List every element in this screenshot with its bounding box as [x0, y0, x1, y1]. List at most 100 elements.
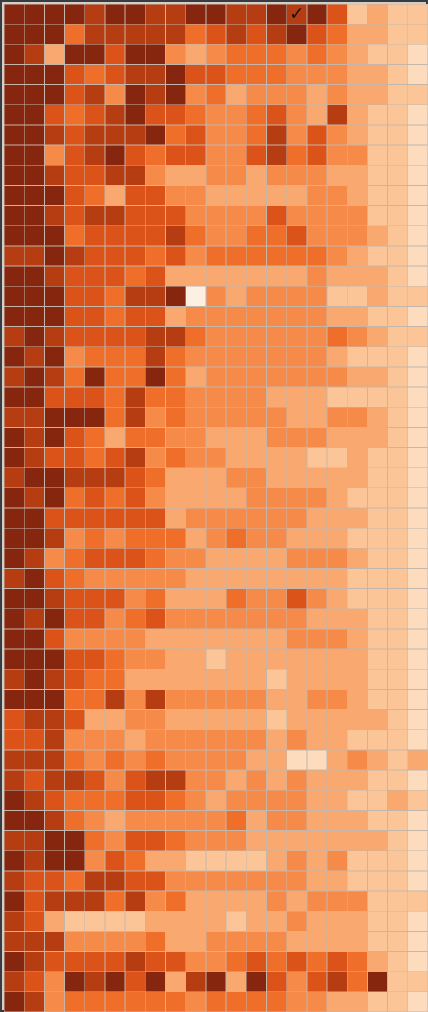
heatmap-cell-r0-c1[interactable]	[23, 4, 45, 25]
heatmap-cell-r2-c19[interactable]	[387, 43, 409, 65]
heatmap-cell-r24-c2[interactable]	[43, 487, 65, 509]
heatmap-cell-r46-c13[interactable]	[266, 930, 288, 952]
heatmap-cell-r26-c19[interactable]	[387, 527, 409, 549]
heatmap-cell-r19-c11[interactable]	[225, 386, 247, 408]
heatmap-cell-r26-c7[interactable]	[144, 527, 166, 549]
heatmap-cell-r44-c19[interactable]	[387, 890, 409, 912]
heatmap-cell-r31-c15[interactable]	[306, 628, 328, 650]
heatmap-cell-r18-c6[interactable]	[124, 366, 146, 388]
heatmap-cell-r49-c17[interactable]	[346, 991, 368, 1012]
heatmap-cell-r38-c15[interactable]	[306, 769, 328, 791]
heatmap-cell-r35-c14[interactable]	[286, 709, 308, 731]
heatmap-cell-r44-c10[interactable]	[205, 890, 227, 912]
heatmap-cell-r2-c20[interactable]	[407, 43, 428, 65]
heatmap-cell-r34-c0[interactable]	[4, 689, 25, 711]
heatmap-cell-r49-c4[interactable]	[84, 991, 106, 1012]
heatmap-cell-r26-c16[interactable]	[326, 527, 348, 549]
heatmap-cell-r30-c16[interactable]	[326, 608, 348, 630]
heatmap-cell-r22-c1[interactable]	[23, 447, 45, 469]
heatmap-cell-r10-c5[interactable]	[104, 205, 126, 227]
heatmap-cell-r48-c9[interactable]	[185, 971, 207, 993]
heatmap-cell-r28-c7[interactable]	[144, 568, 166, 590]
heatmap-cell-r26-c12[interactable]	[245, 527, 267, 549]
heatmap-cell-r39-c14[interactable]	[286, 789, 308, 811]
heatmap-cell-r6-c15[interactable]	[306, 124, 328, 146]
heatmap-cell-r45-c10[interactable]	[205, 910, 227, 932]
heatmap-cell-r15-c16[interactable]	[326, 305, 348, 327]
heatmap-cell-r22-c19[interactable]	[387, 447, 409, 469]
heatmap-cell-r13-c3[interactable]	[64, 265, 86, 287]
heatmap-cell-r13-c9[interactable]	[185, 265, 207, 287]
heatmap-cell-r22-c7[interactable]	[144, 447, 166, 469]
heatmap-cell-r21-c15[interactable]	[306, 426, 328, 448]
heatmap-cell-r5-c2[interactable]	[43, 104, 65, 126]
heatmap-cell-r28-c9[interactable]	[185, 568, 207, 590]
heatmap-cell-r3-c15[interactable]	[306, 64, 328, 86]
heatmap-cell-r47-c14[interactable]	[286, 951, 308, 973]
heatmap-cell-r12-c9[interactable]	[185, 245, 207, 267]
heatmap-cell-r20-c5[interactable]	[104, 406, 126, 428]
heatmap-cell-r48-c8[interactable]	[165, 971, 187, 993]
heatmap-cell-r5-c18[interactable]	[367, 104, 389, 126]
heatmap-cell-r9-c14[interactable]	[286, 185, 308, 207]
heatmap-cell-r10-c20[interactable]	[407, 205, 428, 227]
heatmap-cell-r29-c8[interactable]	[165, 588, 187, 610]
heatmap-cell-r31-c2[interactable]	[43, 628, 65, 650]
heatmap-cell-r3-c8[interactable]	[165, 64, 187, 86]
heatmap-cell-r48-c20[interactable]	[407, 971, 428, 993]
heatmap-cell-r30-c10[interactable]	[205, 608, 227, 630]
heatmap-cell-r12-c20[interactable]	[407, 245, 428, 267]
heatmap-cell-r1-c2[interactable]	[43, 23, 65, 45]
heatmap-cell-r48-c19[interactable]	[387, 971, 409, 993]
heatmap-cell-r4-c14[interactable]	[286, 84, 308, 106]
heatmap-cell-r45-c8[interactable]	[165, 910, 187, 932]
heatmap-cell-r9-c1[interactable]	[23, 185, 45, 207]
heatmap-cell-r12-c18[interactable]	[367, 245, 389, 267]
heatmap-cell-r36-c12[interactable]	[245, 729, 267, 751]
heatmap-cell-r8-c15[interactable]	[306, 164, 328, 186]
heatmap-cell-r10-c9[interactable]	[185, 205, 207, 227]
heatmap-cell-r1-c3[interactable]	[64, 23, 86, 45]
heatmap-cell-r5-c17[interactable]	[346, 104, 368, 126]
heatmap-cell-r8-c7[interactable]	[144, 164, 166, 186]
heatmap-cell-r6-c16[interactable]	[326, 124, 348, 146]
heatmap-cell-r46-c3[interactable]	[64, 930, 86, 952]
heatmap-cell-r19-c1[interactable]	[23, 386, 45, 408]
heatmap-cell-r19-c0[interactable]	[4, 386, 25, 408]
heatmap-cell-r31-c20[interactable]	[407, 628, 428, 650]
heatmap-cell-r45-c16[interactable]	[326, 910, 348, 932]
heatmap-cell-r29-c6[interactable]	[124, 588, 146, 610]
heatmap-cell-r10-c8[interactable]	[165, 205, 187, 227]
heatmap-cell-r28-c2[interactable]	[43, 568, 65, 590]
heatmap-cell-r3-c11[interactable]	[225, 64, 247, 86]
heatmap-cell-r21-c0[interactable]	[4, 426, 25, 448]
heatmap-cell-r2-c3[interactable]	[64, 43, 86, 65]
heatmap-cell-r41-c13[interactable]	[266, 830, 288, 852]
heatmap-cell-r28-c3[interactable]	[64, 568, 86, 590]
heatmap-cell-r1-c20[interactable]	[407, 23, 428, 45]
heatmap-cell-r43-c8[interactable]	[165, 870, 187, 892]
heatmap-cell-r0-c9[interactable]	[185, 4, 207, 25]
heatmap-cell-r9-c5[interactable]	[104, 185, 126, 207]
heatmap-cell-r30-c20[interactable]	[407, 608, 428, 630]
heatmap-cell-r39-c10[interactable]	[205, 789, 227, 811]
heatmap-cell-r43-c19[interactable]	[387, 870, 409, 892]
heatmap-cell-r37-c20[interactable]	[407, 749, 428, 771]
heatmap-cell-r0-c4[interactable]	[84, 4, 106, 25]
heatmap-cell-r19-c13[interactable]	[266, 386, 288, 408]
heatmap-cell-r32-c8[interactable]	[165, 648, 187, 670]
heatmap-cell-r48-c12[interactable]	[245, 971, 267, 993]
heatmap-cell-r45-c13[interactable]	[266, 910, 288, 932]
heatmap-cell-r24-c16[interactable]	[326, 487, 348, 509]
heatmap-cell-r27-c20[interactable]	[407, 547, 428, 569]
heatmap-cell-r49-c12[interactable]	[245, 991, 267, 1012]
heatmap-cell-r43-c6[interactable]	[124, 870, 146, 892]
heatmap-cell-r41-c10[interactable]	[205, 830, 227, 852]
heatmap-cell-r14-c3[interactable]	[64, 285, 86, 307]
heatmap-cell-r15-c6[interactable]	[124, 305, 146, 327]
heatmap-cell-r34-c17[interactable]	[346, 689, 368, 711]
heatmap-cell-r28-c1[interactable]	[23, 568, 45, 590]
heatmap-cell-r10-c16[interactable]	[326, 205, 348, 227]
heatmap-cell-r11-c9[interactable]	[185, 225, 207, 247]
heatmap-cell-r15-c10[interactable]	[205, 305, 227, 327]
